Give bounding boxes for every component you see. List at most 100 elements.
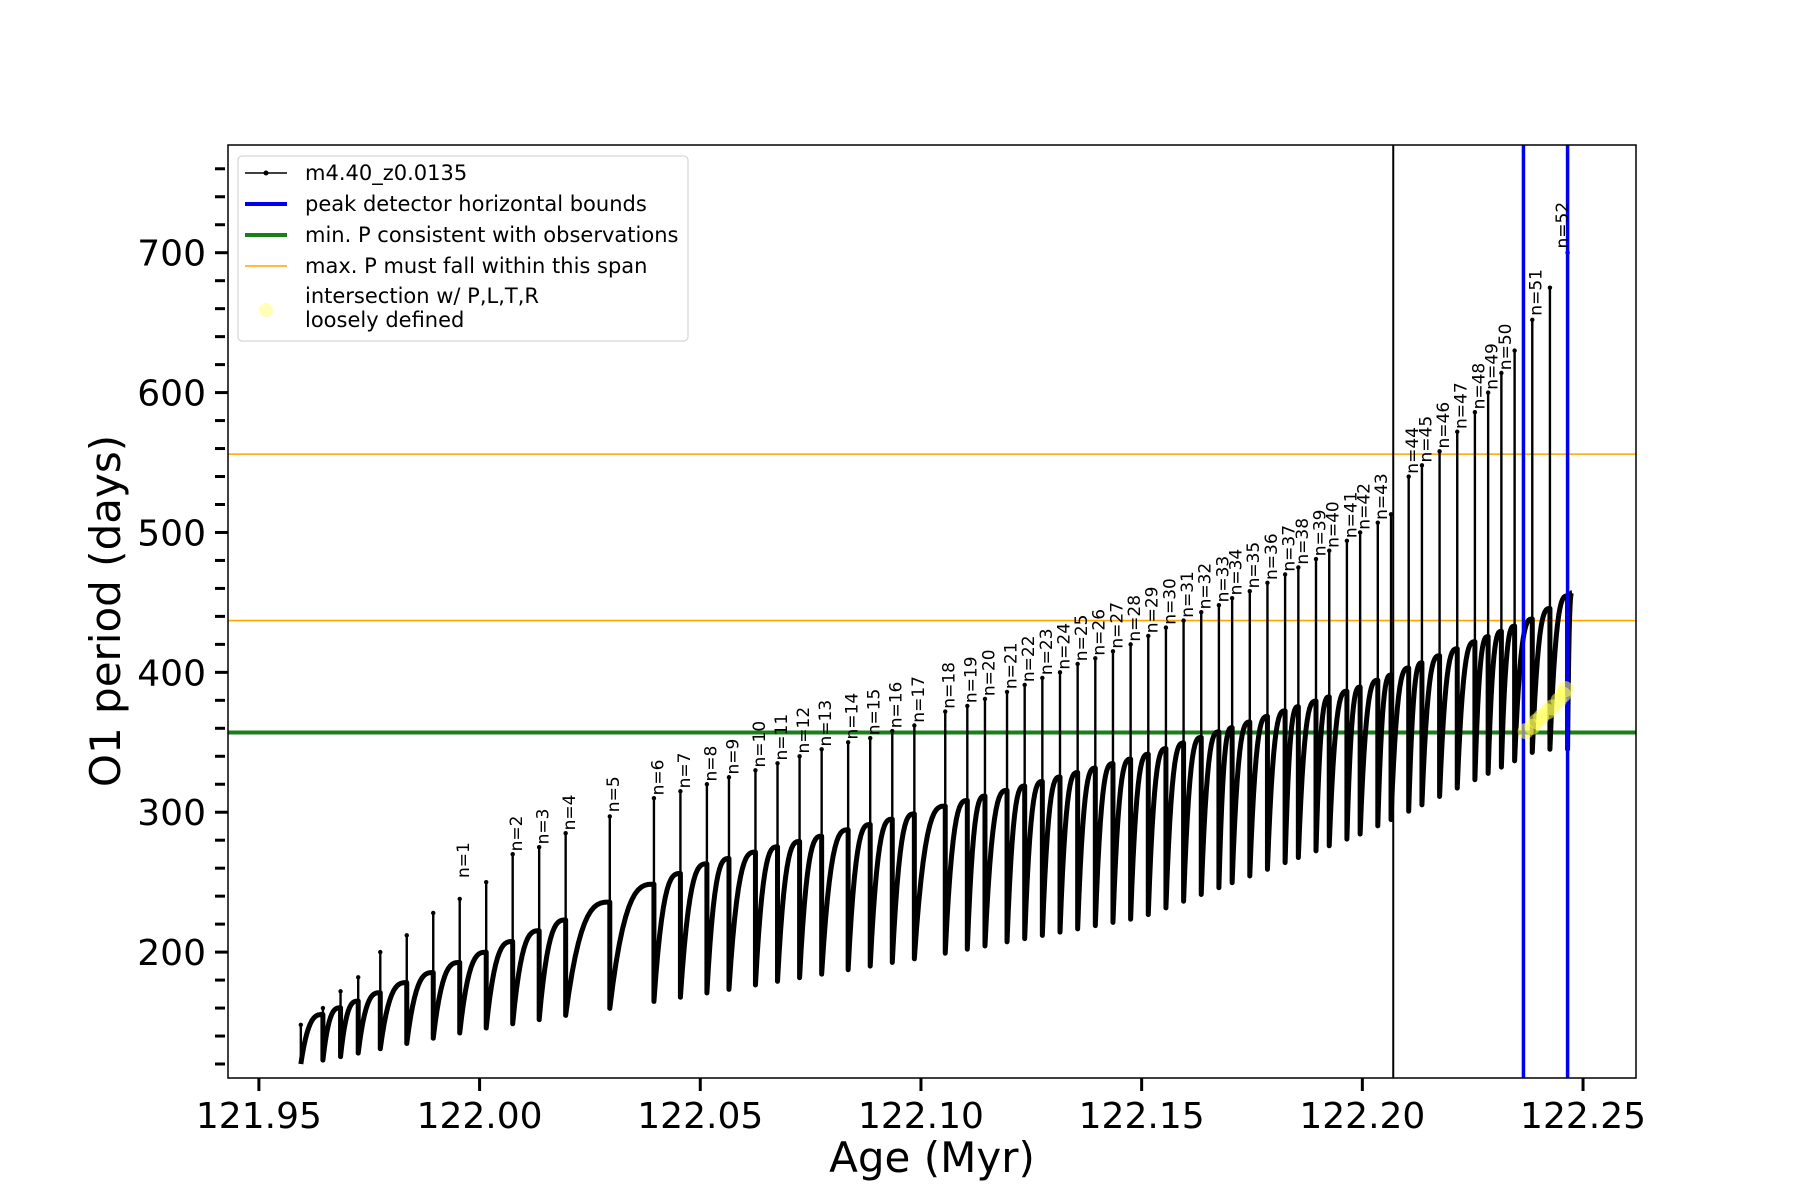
intersection-dots (1517, 681, 1574, 740)
legend-swatch-marker (263, 170, 269, 176)
spike-top-27 (965, 703, 970, 709)
legend-box (237, 155, 689, 342)
spike-top-2 (320, 1005, 326, 1011)
spike-top-34 (1093, 656, 1098, 661)
legend-entry-bounds: peak detector horizontal bounds (245, 192, 647, 216)
spike-top-7 (431, 910, 436, 916)
spike-top-17 (726, 775, 732, 780)
spike-top-21 (819, 747, 824, 752)
peak-label-51: n=51 (1527, 269, 1547, 316)
peak-label-27: n=27 (1107, 602, 1127, 649)
peak-label-43: n=43 (1372, 473, 1392, 520)
x-tick-label-6: 122.25 (1520, 1096, 1646, 1137)
peak-label-40: n=40 (1324, 501, 1344, 548)
peak-label-34: n=34 (1227, 549, 1247, 596)
spike-top-5 (378, 949, 383, 955)
legend-entry-model: m4.40_z0.0135 (245, 161, 467, 186)
y-axis-ticks: 200 300 400 500 600 700 (137, 234, 228, 974)
legend-label-min-p: min. P consistent with observations (305, 223, 678, 247)
spike-top-62 (1547, 285, 1553, 290)
legend-entry-intersection: intersection w/ P,L,T,R loosely defined (259, 284, 539, 332)
y-tick-label-500: 500 (137, 513, 206, 554)
peak-label-15: n=15 (865, 689, 885, 736)
peak-label-10: n=10 (750, 721, 770, 768)
spike-top-18 (753, 768, 758, 773)
legend-swatch-intersection (259, 303, 273, 317)
peak-label-52: n=52 (1553, 202, 1573, 249)
y-tick-label-700: 700 (137, 234, 206, 275)
x-axis-title: Age (Myr) (829, 1133, 1035, 1182)
y-tick-label-300: 300 (137, 793, 206, 834)
peak-label-29: n=29 (1143, 587, 1163, 634)
horizontal-reference-lines (228, 453, 1636, 735)
spike-top-3 (338, 989, 343, 994)
spike-top-53 (1406, 474, 1411, 479)
spike-top-10 (510, 851, 515, 857)
peak-label-31: n=31 (1178, 571, 1198, 618)
spike-top-19 (775, 761, 780, 766)
x-tick-label-5: 122.20 (1299, 1096, 1425, 1137)
legend-label-max-p: max. P must fall within this span (305, 254, 647, 278)
peak-label-42: n=42 (1355, 483, 1375, 530)
peak-label-9: n=9 (723, 739, 743, 775)
peak-label-41: n=41 (1341, 491, 1361, 538)
peak-label-39: n=39 (1310, 510, 1330, 557)
peak-label-19: n=19 (962, 656, 982, 703)
spike-top-36 (1128, 642, 1133, 647)
spike-top-59 (1499, 370, 1504, 376)
peak-label-32: n=32 (1196, 563, 1216, 610)
spike-top-4 (356, 975, 361, 980)
y-tick-label-600: 600 (137, 374, 206, 415)
x-tick-label-4: 122.15 (1079, 1096, 1205, 1137)
peak-label-28: n=28 (1125, 595, 1145, 642)
spike-top-26 (943, 709, 948, 714)
peak-label-30: n=30 (1160, 578, 1180, 625)
x-axis-ticks: 121.95 122.00 122.05 122.10 122.15 122.20 122.… (196, 1078, 1646, 1137)
peak-label-20: n=20 (979, 649, 999, 696)
spike-top-8 (457, 896, 462, 902)
peak-label-13: n=13 (816, 700, 836, 747)
peak-label-12: n=12 (794, 707, 814, 754)
spike-top-24 (890, 728, 895, 734)
spike-top-55 (1437, 449, 1442, 454)
peak-label-44: n=44 (1403, 427, 1423, 474)
spike-top-52 (1388, 512, 1394, 517)
legend-label-intersection: intersection w/ P,L,T,R (305, 284, 539, 308)
vertical-reference-lines (1392, 145, 1570, 1078)
spike-top-13 (607, 814, 612, 819)
spike-top-6 (404, 933, 409, 938)
spike-top-25 (912, 723, 917, 728)
peak-label-21: n=21 (1001, 642, 1021, 689)
spike-top-49 (1344, 538, 1350, 544)
peak-label-26: n=26 (1090, 609, 1110, 656)
y-axis-title: O1 period (days) (81, 435, 130, 787)
spike-top-54 (1419, 463, 1425, 468)
spike-top-47 (1313, 556, 1319, 562)
peak-label-11: n=11 (772, 714, 792, 761)
spike-top-22 (845, 740, 851, 745)
spike-top-32 (1057, 670, 1063, 675)
peak-label-45: n=45 (1416, 416, 1436, 463)
peak-label-49: n=49 (1483, 343, 1503, 390)
spike-top-44 (1265, 580, 1270, 586)
spike-top-48 (1327, 548, 1332, 553)
spike-top-12 (563, 831, 568, 836)
period-track (298, 590, 1575, 1065)
peak-label-5: n=5 (604, 776, 624, 812)
spike-top-16 (704, 782, 710, 787)
peak-label-1: n=1 (454, 842, 474, 878)
legend: m4.40_z0.0135 peak detector horizontal b… (237, 155, 689, 342)
spike-top-60 (1512, 348, 1517, 353)
spike-top-14 (651, 796, 657, 801)
peak-label-35: n=35 (1244, 542, 1264, 589)
spike-top-15 (678, 789, 683, 794)
peak-label-6: n=6 (648, 760, 668, 796)
y-tick-label-200: 200 (137, 933, 206, 974)
spike-group (298, 250, 1570, 1065)
peak-label-25: n=25 (1072, 615, 1092, 662)
peak-label-18: n=18 (940, 662, 960, 709)
spike-top-51 (1375, 520, 1380, 525)
peak-label-8: n=8 (701, 746, 721, 782)
track-line (298, 590, 1575, 1065)
legend-label-model: m4.40_z0.0135 (305, 161, 467, 186)
